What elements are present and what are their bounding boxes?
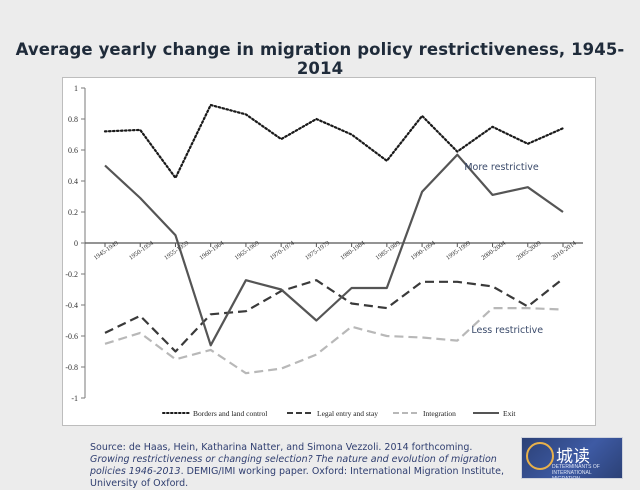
source-citation: Source: de Haas, Hein, Katharina Natter,… — [90, 442, 510, 490]
y-tick-label: -0.8 — [65, 363, 78, 372]
y-tick-label: -1 — [71, 394, 78, 403]
annotation-1: More restrictive — [464, 162, 539, 173]
legend-label: Borders and land control — [193, 409, 267, 418]
demig-logo: 城读 DETERMINANTS OF INTERNATIONAL MIGRATI… — [521, 437, 623, 482]
source-title: Growing restrictiveness or changing sele… — [90, 454, 497, 477]
slide-title: Average yearly change in migration polic… — [15, 40, 625, 78]
annotation-2: Less restrictive — [471, 325, 543, 336]
y-tick-label: -0.4 — [65, 301, 78, 310]
logo-watermark: 城读 — [556, 447, 590, 467]
series-line-3 — [104, 307, 564, 375]
logo-text: DETERMINANTS OF INTERNATIONAL MIGRATION — [552, 464, 600, 482]
series-line-1 — [103, 103, 565, 180]
legend-label: Legal entry and stay — [317, 409, 378, 418]
y-tick-label: 1 — [74, 84, 78, 93]
source-suffix: . DEMIG/IMI working paper. Oxford: Inter… — [90, 466, 505, 489]
chart-panel: 1 0.8 0.6 0.4 0.2 0 -0.2 -0.4 -0.6 -0.8 -1 1945-194… — [62, 77, 596, 426]
legend-label: Exit — [503, 409, 516, 418]
legend-label: Integration — [423, 409, 456, 418]
y-tick-label: -0.6 — [65, 332, 78, 341]
y-tick-label: 0.2 — [68, 208, 78, 217]
y-tick-label: 0.4 — [68, 177, 78, 186]
source-prefix: Source: de Haas, Hein, Katharina Natter,… — [90, 442, 473, 453]
logo-ring-icon — [526, 442, 554, 470]
y-tick-label: -0.2 — [65, 270, 78, 279]
y-tick-label: 0 — [74, 239, 78, 248]
y-tick-label: 0.6 — [68, 146, 78, 155]
y-tick-label: 0.8 — [68, 115, 78, 124]
line-chart: 10.80.60.40.20-0.2-0.4-0.6-0.8-11945-194… — [65, 84, 583, 418]
series-line-4 — [104, 153, 564, 347]
series-line-2 — [104, 277, 564, 353]
